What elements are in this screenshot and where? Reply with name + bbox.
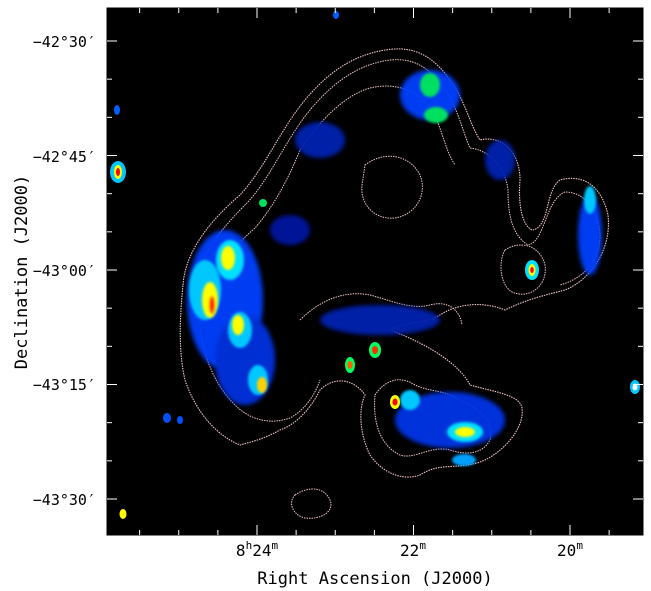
x-axis-title: Right Ascension (J2000) — [257, 569, 492, 589]
map-image — [110, 11, 640, 519]
y-tick-marks — [107, 40, 643, 500]
x-tick-label: 22m — [400, 539, 426, 560]
point-source-peak — [392, 398, 398, 406]
beam-ellipse — [119, 509, 127, 519]
point-source-peak — [632, 383, 638, 391]
y-tick-label: −43°15′ — [33, 376, 96, 394]
x-tick-marks — [139, 8, 610, 535]
x-tick-labels: 8h24m 22m 20m — [236, 539, 583, 560]
point-source — [163, 413, 171, 423]
point-source-peak — [372, 346, 378, 354]
inner-contour-4 — [299, 293, 463, 326]
point-source — [333, 11, 339, 19]
y-tick-label: −42°45′ — [33, 148, 96, 166]
y-tick-label: −43°30′ — [33, 491, 96, 509]
point-source — [114, 105, 120, 115]
y-axis-title: Declination (J2000) — [12, 175, 32, 369]
point-source-peak — [347, 361, 353, 369]
inner-contour-1 — [194, 59, 601, 291]
point-source — [177, 416, 183, 424]
y-tick-label: −43°00′ — [33, 262, 96, 280]
inner-contour-7 — [500, 244, 546, 295]
point-source — [259, 199, 267, 207]
map-background — [107, 8, 643, 535]
point-source-peak — [116, 168, 120, 176]
outer-contour — [179, 48, 609, 478]
x-tick-label: 20m — [557, 539, 583, 560]
bright-knots — [202, 246, 475, 437]
plot-frame — [106, 7, 644, 536]
y-tick-labels: −42°30′ −42°45′ −43°00′ −43°15′ −43°30′ — [33, 33, 96, 509]
x-tick-label: 8h24m — [236, 539, 279, 560]
inner-contour-6 — [361, 155, 423, 219]
inner-contour-5 — [374, 379, 492, 457]
point-sources — [110, 11, 640, 424]
y-tick-label: −42°30′ — [33, 33, 96, 51]
point-source-peak — [530, 267, 534, 273]
